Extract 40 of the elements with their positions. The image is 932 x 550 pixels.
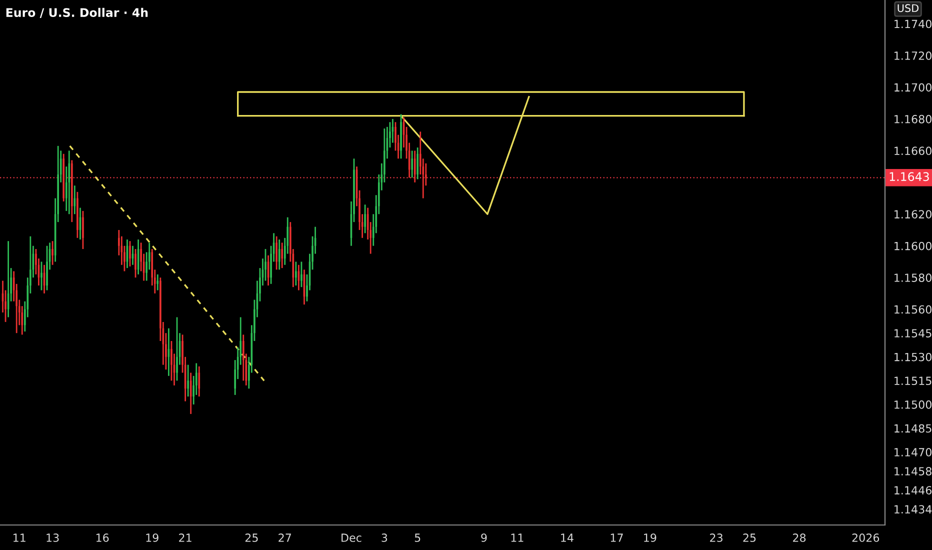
x-tick-label: 3: [382, 534, 388, 542]
text: Euro / U.S. Dollar · 4h: [6, 8, 148, 18]
x-tick-label: 14: [561, 534, 574, 542]
y-tick-label: 1.1470: [894, 448, 932, 456]
x-tick-label: 9: [481, 534, 487, 542]
x-tick-label: 13: [46, 534, 59, 542]
y-tick-label: 1.1530: [894, 352, 932, 362]
y-tick-label: 1.1680: [894, 114, 932, 124]
x-tick-label: 2026: [852, 534, 880, 542]
x-tick-label: 5: [414, 534, 420, 542]
y-tick-label: 1.1600: [894, 242, 932, 250]
x-tick-label: 16: [96, 534, 109, 542]
y-axis-title: USD: [898, 4, 919, 12]
y-tick-label: 1.1660: [894, 146, 932, 156]
y-tick-label: 1.1458: [894, 467, 932, 476]
x-tick-label: 28: [793, 534, 806, 542]
y-tick-label: 1.1740: [894, 20, 932, 28]
y-tick-label: 1.1620: [894, 210, 932, 219]
x-tick-label: 21: [179, 534, 192, 542]
y-tick-label: 1.1434: [894, 505, 932, 514]
x-tick-label: 17: [610, 534, 623, 542]
ref-line-label: 1.1643: [890, 172, 929, 182]
y-tick-label: 1.1560: [894, 305, 932, 314]
y-tick-label: 1.1580: [894, 274, 932, 282]
x-tick-label: 19: [644, 534, 656, 542]
y-tick-label: 1.1500: [894, 400, 932, 409]
x-tick-label: 27: [278, 534, 291, 542]
y-tick-label: 1.1720: [894, 51, 932, 60]
x-tick-label: 19: [146, 534, 158, 542]
x-tick-label: 25: [245, 534, 258, 542]
x-tick-label: 25: [743, 534, 756, 542]
x-tick-label: 11: [14, 534, 26, 542]
x-tick-label: Dec: [342, 534, 362, 542]
y-tick-label: 1.1515: [894, 376, 932, 386]
x-tick-label: 11: [511, 534, 524, 542]
x-tick-label: 23: [710, 534, 722, 542]
y-tick-label: 1.1446: [894, 486, 932, 494]
y-tick-label: 1.1700: [894, 83, 932, 92]
y-tick-label: 1.1545: [894, 329, 932, 338]
y-tick-label: 1.1485: [894, 424, 932, 433]
